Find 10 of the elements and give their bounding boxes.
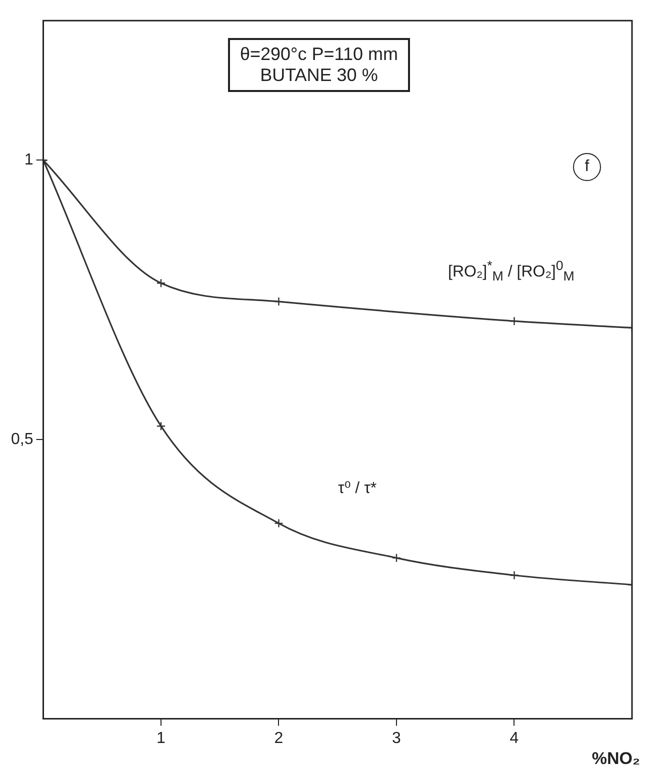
x-tick-label: 1 [156, 730, 166, 747]
annotation: θ=290°c P=110 mm [240, 44, 398, 65]
x-tick-label: 2 [274, 730, 284, 747]
y-tick-label: 0,5 [10, 430, 34, 448]
x-tick-label: 4 [510, 730, 519, 747]
annotation: f [573, 153, 601, 181]
x-tick-label: 3 [392, 730, 402, 747]
annotation: BUTANE 30 % [259, 65, 379, 86]
x-axis-title: %NO₂ [592, 749, 640, 769]
text: τ⁰ / τ* [338, 479, 377, 498]
